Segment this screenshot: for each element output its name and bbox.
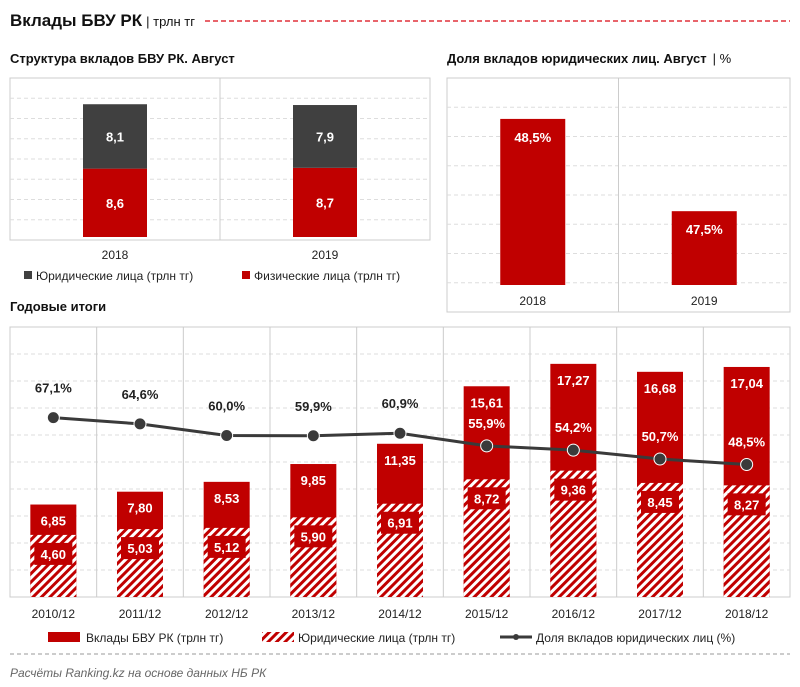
chart3-annual: 6,85 4,60 2010/12 7,80 5,03 2011/12 8,53 5,12 20… <box>9 326 791 645</box>
line-point <box>480 439 494 453</box>
legend-label: Доля вкладов юридических лиц (%) <box>536 631 735 645</box>
data-label-share: 67,1% <box>35 381 72 396</box>
data-label-box <box>554 478 593 501</box>
category-label: 2018/12 <box>725 607 769 621</box>
bar-legal-entities <box>293 105 357 168</box>
line-point <box>133 417 147 431</box>
data-label-legal: 6,91 <box>387 516 412 531</box>
line-point <box>566 443 580 457</box>
data-label: 47,5% <box>686 222 723 237</box>
data-label-box <box>121 537 159 560</box>
data-label-share: 64,6% <box>122 387 159 402</box>
legend-swatch-legal <box>24 271 32 279</box>
data-label-legal: 5,03 <box>127 541 152 556</box>
chart2-title: Доля вкладов юридических лиц. Август | % <box>447 51 732 66</box>
data-label-box <box>294 525 333 548</box>
data-label-total: 17,27 <box>557 373 590 388</box>
data-label-share: 60,9% <box>382 396 419 411</box>
chart2-share: 48,5% 2018 47,5% 2019 <box>446 77 791 313</box>
page-title: Вклады БВУ РК | трлн тг <box>10 11 195 30</box>
data-label-total: 8,53 <box>214 491 239 506</box>
data-label-total: 6,85 <box>41 514 66 529</box>
category-label: 2011/12 <box>119 607 162 621</box>
bar-share <box>500 118 566 285</box>
bar-share <box>671 211 737 285</box>
data-label: 8,7 <box>316 195 334 210</box>
legend-label: Юридические лица (трлн тг) <box>36 269 193 283</box>
chart3-title: Годовые итоги <box>10 299 106 314</box>
legend-swatch-total <box>48 632 80 642</box>
bar-individuals <box>83 168 147 237</box>
category-label: 2017/12 <box>638 607 682 621</box>
data-label-legal: 8,27 <box>734 497 759 512</box>
data-label-legal: 8,45 <box>647 495 672 510</box>
data-label-total: 17,04 <box>730 376 763 391</box>
data-label-box <box>467 487 506 510</box>
category-label: 2018 <box>102 248 129 262</box>
data-label-share: 59,9% <box>295 399 332 414</box>
category-label: 2014/12 <box>378 607 422 621</box>
data-label-box <box>34 542 73 565</box>
data-label-box <box>727 493 766 516</box>
legend-swatch-point <box>513 634 519 640</box>
data-label-share: 50,7% <box>642 429 679 444</box>
data-label-legal: 4,60 <box>41 547 66 562</box>
data-label-box <box>641 490 679 513</box>
category-label: 2019 <box>312 248 339 262</box>
legend-label: Физические лица (трлн тг) <box>254 269 400 283</box>
category-label: 2013/12 <box>292 607 336 621</box>
line-point <box>46 411 60 425</box>
data-label-share: 60,0% <box>208 399 245 414</box>
line-point <box>653 452 667 466</box>
line-point <box>740 458 754 472</box>
category-label: 2019 <box>691 294 718 308</box>
data-label-legal: 8,72 <box>474 491 499 506</box>
data-label-total: 16,68 <box>644 381 677 396</box>
category-label: 2012/12 <box>205 607 249 621</box>
data-label-legal: 5,90 <box>301 529 326 544</box>
data-label-legal: 5,12 <box>214 540 239 555</box>
data-label-legal: 9,36 <box>561 483 586 498</box>
data-label: 8,6 <box>106 196 124 211</box>
category-label: 2010/12 <box>32 607 76 621</box>
category-label: 2018 <box>519 294 546 308</box>
line-point <box>393 426 407 440</box>
legend-label: Вклады БВУ РК (трлн тг) <box>86 631 223 645</box>
data-label-share: 55,9% <box>468 416 505 431</box>
data-label-total: 11,35 <box>384 453 416 468</box>
legend-label: Юридические лица (трлн тг) <box>298 631 455 645</box>
data-label-box <box>381 511 419 534</box>
data-label-total: 15,61 <box>470 395 503 410</box>
data-label-total: 9,85 <box>301 473 326 488</box>
data-label: 48,5% <box>514 130 551 145</box>
chart1-title: Структура вкладов БВУ РК. Август <box>10 51 235 66</box>
data-label-share: 54,2% <box>555 420 592 435</box>
data-label: 8,1 <box>106 129 124 144</box>
data-label-box <box>207 535 246 558</box>
source-note: Расчёты Ranking.kz на основе данных НБ Р… <box>10 666 267 680</box>
line-point <box>220 429 234 443</box>
bar-legal-entities <box>83 104 147 169</box>
data-label-share: 48,5% <box>728 435 765 450</box>
bar-individuals <box>293 167 357 237</box>
category-label: 2016/12 <box>552 607 596 621</box>
legend-swatch-legal <box>262 632 294 642</box>
chart1-structure: 8,6 8,1 2018 8,7 7,9 2019 Юридические лица (тр… <box>9 77 431 283</box>
category-label: 2015/12 <box>465 607 509 621</box>
legend-swatch-individuals <box>242 271 250 279</box>
line-point <box>306 429 320 443</box>
data-label: 7,9 <box>316 129 334 144</box>
data-label-total: 7,80 <box>127 501 152 516</box>
